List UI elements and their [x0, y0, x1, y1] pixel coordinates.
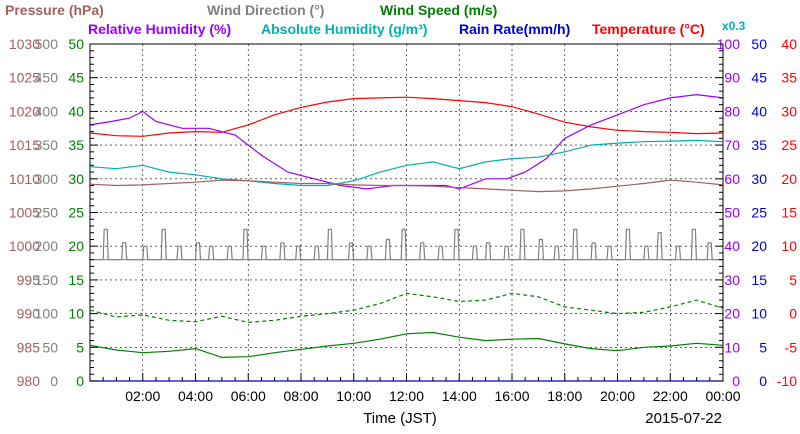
x-tick-label: 16:00 — [494, 388, 529, 404]
y-tick-label: 15 — [751, 272, 767, 288]
y-tick-label: 25 — [751, 205, 767, 221]
y-tick-label: 200 — [35, 238, 59, 254]
y-tick-label: 10 — [781, 238, 797, 254]
y-tick-label: 500 — [35, 36, 59, 52]
x-tick-label: 06:00 — [231, 388, 266, 404]
y-tick-label: 0 — [759, 373, 767, 389]
chart-date: 2015-07-22 — [645, 410, 722, 427]
x-tick-label: 14:00 — [442, 388, 477, 404]
x-tick-label: 10:00 — [336, 388, 371, 404]
y-tick-label: 10 — [724, 339, 740, 355]
y-tick-label: 995 — [17, 272, 41, 288]
y-tick-label: -10 — [777, 373, 797, 389]
legend-absolute-humidity: Absolute Humidity (g/m³) — [261, 21, 427, 37]
legend-temperature: Temperature (°C) — [592, 21, 705, 37]
legend-wind-speed: Wind Speed (m/s) — [380, 2, 497, 18]
y-tick-label: 35 — [781, 70, 797, 86]
y-tick-label: 40 — [751, 103, 767, 119]
y-tick-label: 5 — [76, 339, 84, 355]
y-tick-label: 80 — [724, 103, 740, 119]
y-tick-label: 985 — [17, 339, 41, 355]
y-tick-label: 35 — [68, 137, 84, 153]
x-tick-label: 08:00 — [283, 388, 318, 404]
y-tick-label: 70 — [724, 137, 740, 153]
legend-rain-rate: Rain Rate(mm/h) — [459, 21, 570, 37]
y-tick-label: 50 — [42, 339, 58, 355]
y-tick-label: 20 — [751, 238, 767, 254]
y-tick-label: 50 — [68, 36, 84, 52]
series-line — [89, 179, 724, 193]
x-tick-label: 20:00 — [600, 388, 635, 404]
y-tick-label: 30 — [751, 171, 767, 187]
y-tick-label: 5 — [759, 339, 767, 355]
y-tick-label: 40 — [724, 238, 740, 254]
y-tick-label: 50 — [724, 205, 740, 221]
y-tick-label: 10 — [751, 306, 767, 322]
y-tick-label: 0 — [732, 373, 740, 389]
x-tick-label: 22:00 — [653, 388, 688, 404]
y-tick-label: 5 — [789, 272, 797, 288]
x-tick-label: 02:00 — [125, 388, 160, 404]
series-line — [89, 96, 724, 137]
y-tick-label: 1010 — [9, 171, 40, 187]
y-tick-label: 30 — [68, 171, 84, 187]
y-tick-label: 990 — [17, 306, 41, 322]
legend-wind-direction: Wind Direction (°) — [207, 2, 324, 18]
y-tick-label: 30 — [724, 272, 740, 288]
y-tick-label: 1005 — [9, 205, 40, 221]
y-tick-label: 300 — [35, 171, 59, 187]
y-tick-label: 1025 — [9, 70, 40, 86]
y-tick-label: 250 — [35, 205, 59, 221]
y-tick-label: 150 — [35, 272, 59, 288]
y-tick-label: 60 — [724, 171, 740, 187]
x-tick-label: 04:00 — [178, 388, 213, 404]
x-axis-label: Time (JST) — [363, 410, 437, 427]
axes-group: 9809859909951000100510101015102010251030… — [9, 36, 797, 389]
series-line — [89, 139, 724, 187]
series-line — [89, 331, 724, 359]
y-tick-label: 20 — [781, 171, 797, 187]
y-tick-label: 15 — [68, 272, 84, 288]
y-tick-label: 10 — [68, 306, 84, 322]
y-tick-label: 0 — [76, 373, 84, 389]
y-tick-label: 40 — [68, 103, 84, 119]
y-tick-label: 100 — [35, 306, 59, 322]
y-tick-label: 25 — [781, 137, 797, 153]
y-tick-label: 90 — [724, 70, 740, 86]
y-tick-label: 40 — [781, 36, 797, 52]
series-line — [90, 228, 723, 261]
x-tick-label: 18:00 — [547, 388, 582, 404]
y-tick-label: 50 — [751, 36, 767, 52]
y-tick-label: 35 — [751, 137, 767, 153]
legend: Pressure (hPa) Wind Direction (°) Wind S… — [5, 2, 746, 37]
grid — [90, 44, 723, 381]
x-axis: 02:00 04:00 06:00 08:00 10:00 12:00 14:00 16:00… — [89, 373, 741, 404]
x-tick-label: 00:00 — [705, 388, 740, 404]
y-tick-label: 20 — [724, 306, 740, 322]
y-tick-label: 100 — [717, 36, 741, 52]
y-tick-label: 45 — [751, 70, 767, 86]
legend-pressure: Pressure (hPa) — [5, 2, 104, 18]
y-tick-label: 1000 — [9, 238, 40, 254]
y-tick-label: 1030 — [9, 36, 40, 52]
y-tick-label: 15 — [781, 205, 797, 221]
y-tick-label: 400 — [35, 103, 59, 119]
y-tick-label: 20 — [68, 238, 84, 254]
legend-relative-humidity: Relative Humidity (%) — [88, 21, 231, 37]
y-tick-label: 980 — [17, 373, 41, 389]
y-tick-label: 1015 — [9, 137, 40, 153]
y-tick-label: 450 — [35, 70, 59, 86]
x-tick-label: 12:00 — [389, 388, 424, 404]
y-tick-label: 25 — [68, 205, 84, 221]
series-line — [89, 292, 724, 324]
y-tick-label: -5 — [785, 339, 798, 355]
y-tick-label: 1020 — [9, 103, 40, 119]
rain-scale-note: x0.3 — [722, 19, 746, 33]
y-tick-label: 350 — [35, 137, 59, 153]
y-tick-label: 0 — [50, 373, 58, 389]
y-tick-label: 45 — [68, 70, 84, 86]
y-tick-label: 0 — [789, 306, 797, 322]
y-tick-label: 30 — [781, 103, 797, 119]
